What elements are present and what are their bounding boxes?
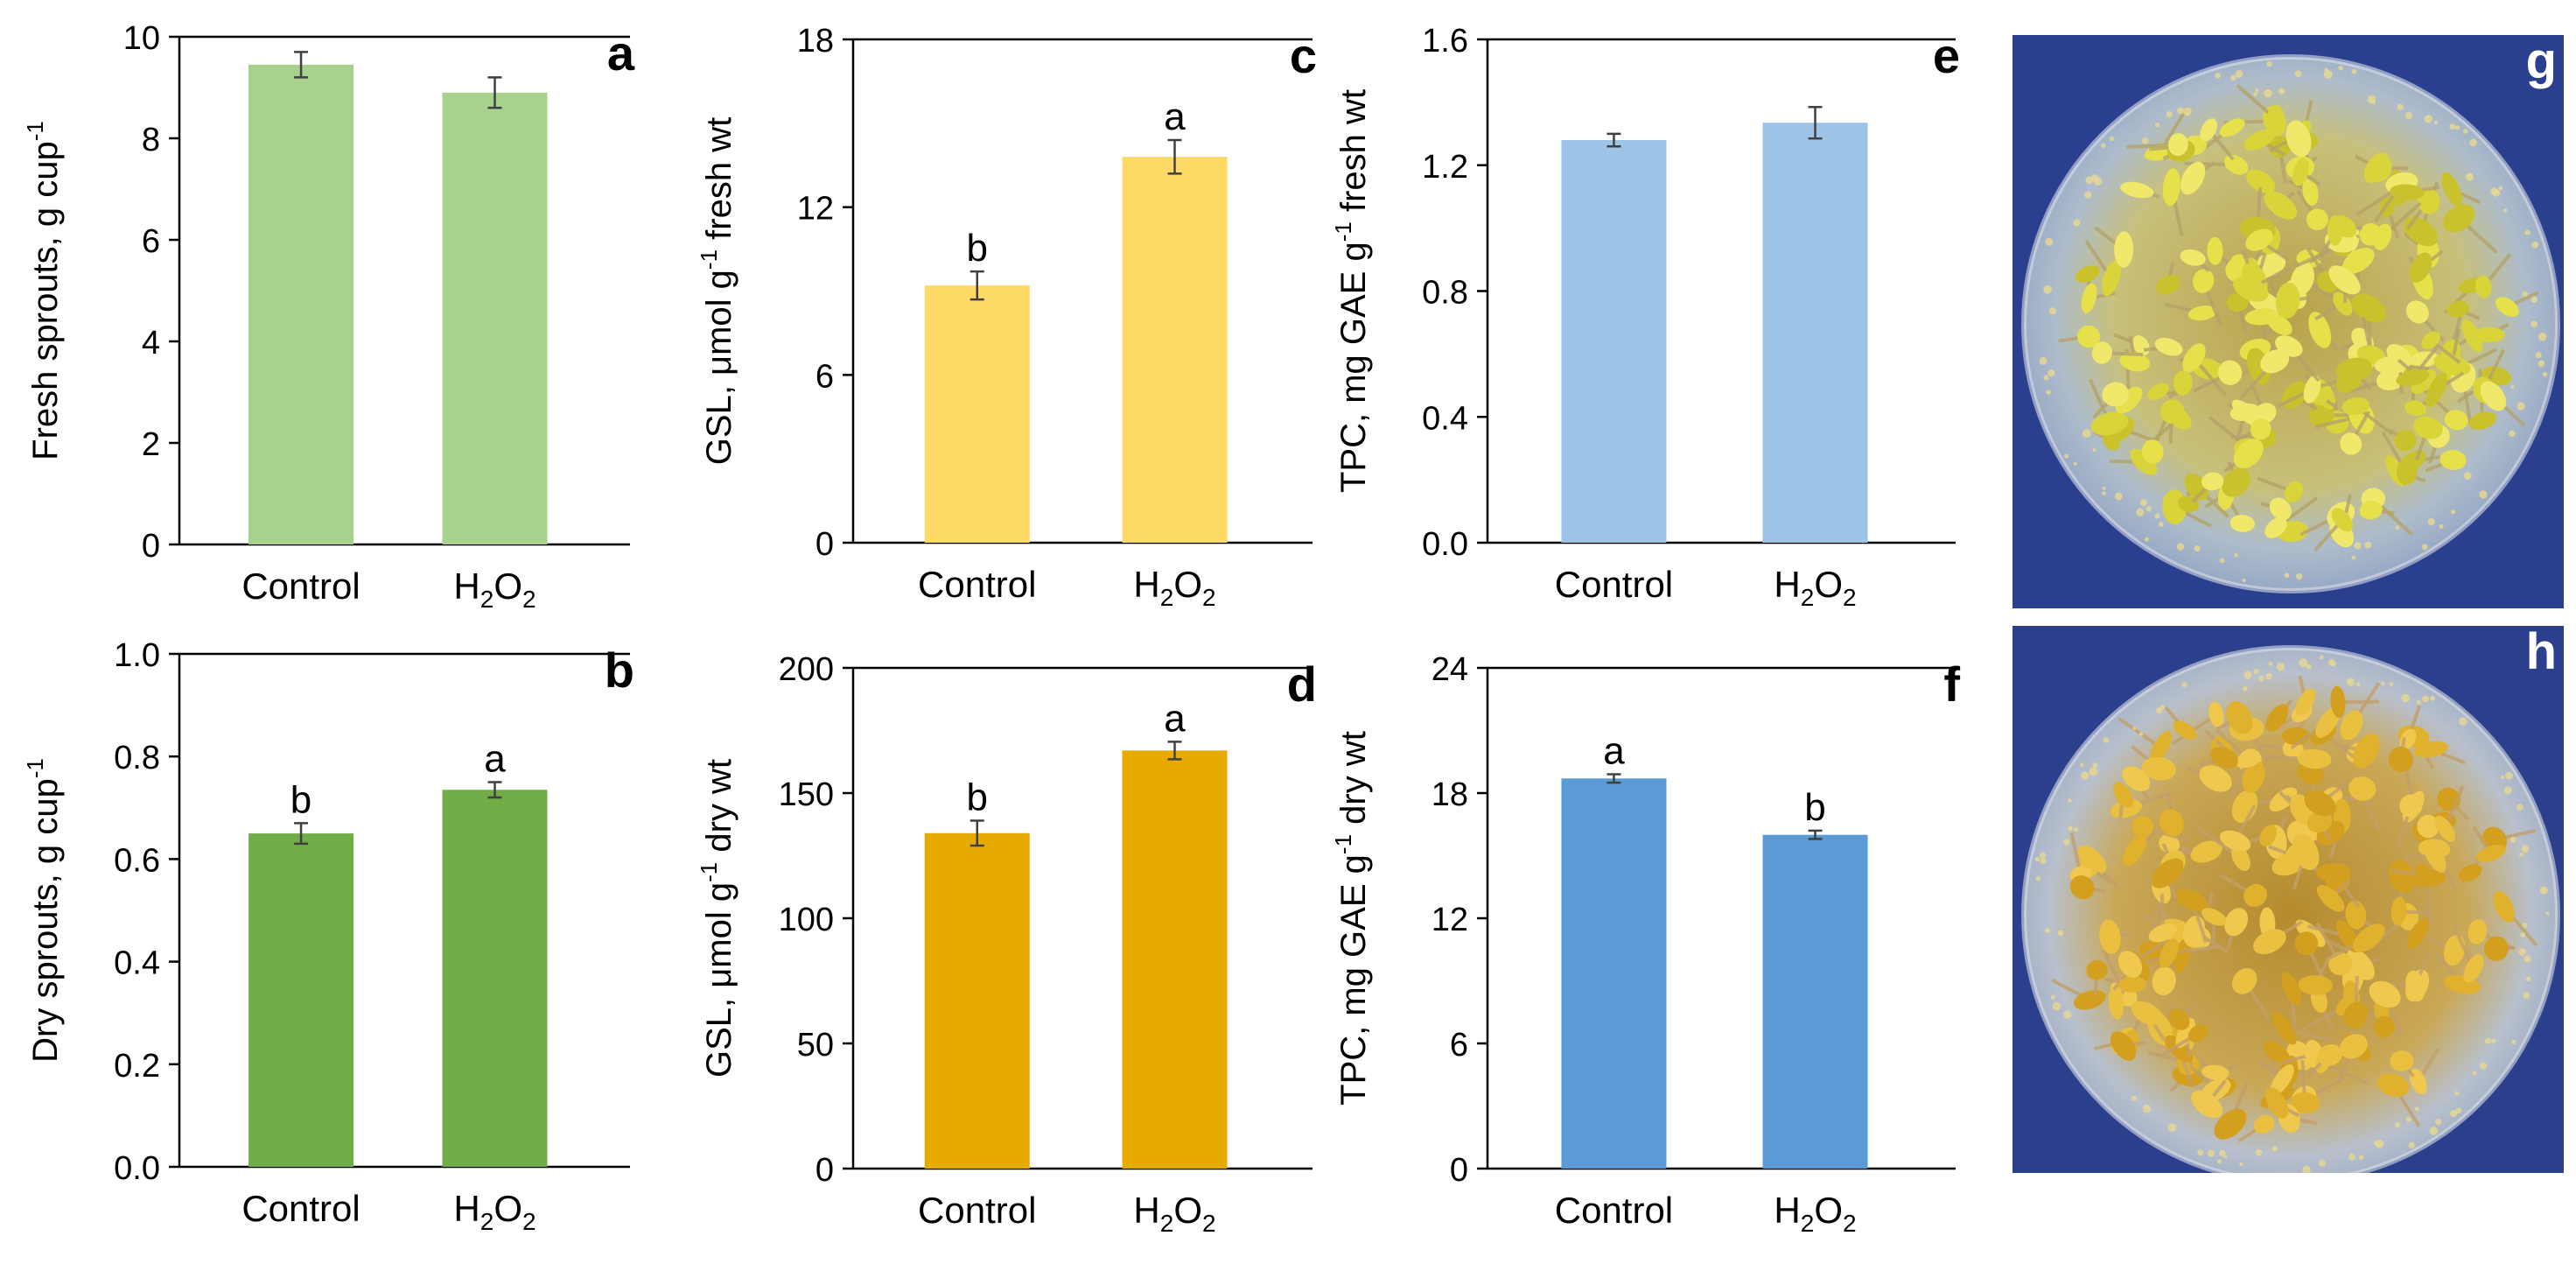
x-tick-label: Control [1555, 1190, 1673, 1231]
x-tick-label: H2O2 [1133, 1190, 1215, 1237]
y-tick-label: 12 [797, 191, 834, 228]
chart-panel-a: 0 2 4 6 8 10 Control H2O2 Fresh sprouts, g cup-1… [22, 20, 635, 613]
y-tick-label: 0.0 [114, 1150, 160, 1187]
y-axis-label: TPC, mg GAE g-1 fresh wt [1330, 89, 1373, 493]
x-tick-label: Control [242, 1188, 360, 1229]
bar-control [924, 832, 1030, 1169]
y-tick-label: 0 [816, 526, 834, 563]
y-tick-label: 0.4 [114, 945, 160, 982]
significance-letter: a [1164, 95, 1186, 138]
x-tick-label: Control [918, 564, 1036, 605]
panel-letter-b: b [605, 643, 634, 698]
significance-letter: a [484, 738, 506, 781]
y-tick-label: 18 [797, 23, 834, 60]
bar-control [248, 64, 354, 544]
y-axis-label: GSL, μmol g-1 dry wt [696, 759, 738, 1078]
significance-letter: a [1164, 697, 1186, 740]
significance-letter: b [967, 776, 988, 818]
chart-panel-c: 0 6 12 18 b Control a H2O2 GSL, μmol g-1 fresh w… [696, 23, 1317, 611]
y-tick-label: 12 [1432, 902, 1468, 938]
y-tick-label: 1.0 [114, 637, 160, 674]
y-tick-label: 2 [142, 426, 160, 463]
y-tick-label: 8 [142, 122, 160, 158]
panel-letter-g: g [2525, 35, 2557, 89]
y-axis-label: GSL, μmol g-1 fresh wt [696, 117, 738, 465]
y-tick-label: 0 [142, 528, 160, 565]
bar-h2o2 [1762, 123, 1868, 543]
y-axis-label: TPC, mg GAE g-1 dry wt [1330, 731, 1373, 1106]
y-tick-label: 18 [1432, 776, 1468, 813]
bar-control [248, 833, 354, 1167]
y-tick-label: 0 [1450, 1152, 1468, 1189]
significance-letter: b [1804, 786, 1825, 829]
panel-letter-h: h [2525, 626, 2557, 680]
bar-h2o2 [442, 92, 548, 545]
y-axis-label: Fresh sprouts, g cup-1 [22, 121, 65, 460]
y-tick-label: 150 [779, 776, 834, 813]
y-tick-label: 50 [797, 1027, 834, 1064]
y-tick-label: 6 [1450, 1027, 1468, 1064]
panel-letter-f: f [1943, 657, 1960, 712]
y-tick-label: 0.8 [1422, 275, 1468, 312]
y-tick-label: 4 [142, 325, 160, 362]
x-tick-label: Control [242, 565, 360, 607]
x-tick-label: H2O2 [1133, 564, 1215, 611]
bar-h2o2 [1122, 750, 1228, 1169]
y-tick-label: 1.2 [1422, 149, 1468, 186]
y-tick-label: 0.4 [1422, 400, 1468, 437]
y-tick-label: 0.6 [114, 842, 160, 879]
y-tick-label: 100 [779, 902, 834, 938]
y-tick-label: 24 [1432, 651, 1468, 688]
bar-control [1561, 778, 1667, 1169]
y-tick-label: 1.6 [1422, 23, 1468, 60]
photo-panel-h: h [2012, 626, 2564, 1173]
panel-letter-c: c [1290, 28, 1317, 83]
photo-panel-g: g [2012, 35, 2564, 608]
bar-h2o2 [1762, 834, 1868, 1169]
y-tick-label: 0.8 [114, 740, 160, 776]
y-tick-label: 10 [123, 20, 160, 57]
chart-panel-f: 0 6 12 18 24 a Control b H2O2 TPC, mg GAE g-1 dry… [1330, 651, 1960, 1237]
panel-letter-e: e [1933, 28, 1960, 83]
significance-letter: b [967, 227, 988, 270]
chart-panel-d: 0 50 100 150 200 b Control a H2O2 GSL, μmol g-1 d… [696, 651, 1317, 1237]
y-tick-label: 6 [816, 358, 834, 395]
bar-control [1561, 140, 1667, 543]
y-tick-label: 0 [816, 1152, 834, 1189]
significance-letter: a [1603, 730, 1625, 773]
sprouts-photo-icon [2012, 626, 2564, 1173]
y-tick-label: 6 [142, 223, 160, 260]
x-tick-label: H2O2 [453, 1188, 536, 1235]
x-tick-label: Control [1555, 564, 1673, 605]
x-tick-label: Control [918, 1190, 1036, 1231]
sprouts-photo-icon [2012, 35, 2564, 608]
chart-panel-b: 0.0 0.2 0.4 0.6 0.8 1.0 b Control a H2O2 Dry sprou… [22, 637, 634, 1235]
panel-letter-d: d [1287, 657, 1317, 712]
x-tick-label: H2O2 [1774, 1190, 1856, 1237]
x-tick-label: H2O2 [453, 565, 536, 613]
panel-letter-a: a [607, 25, 635, 81]
y-tick-label: 200 [779, 651, 834, 688]
y-tick-label: 0.0 [1422, 526, 1468, 563]
bar-h2o2 [442, 790, 548, 1167]
bar-control [924, 285, 1030, 543]
x-tick-label: H2O2 [1774, 564, 1856, 611]
y-tick-label: 0.2 [114, 1048, 160, 1085]
significance-letter: b [290, 778, 312, 821]
chart-panel-e: 0.0 0.4 0.8 1.2 1.6 Control H2O2 TPC, mg GAE g-… [1330, 23, 1960, 611]
y-axis-label: Dry sprouts, g cup-1 [22, 758, 65, 1063]
bar-h2o2 [1122, 157, 1228, 543]
